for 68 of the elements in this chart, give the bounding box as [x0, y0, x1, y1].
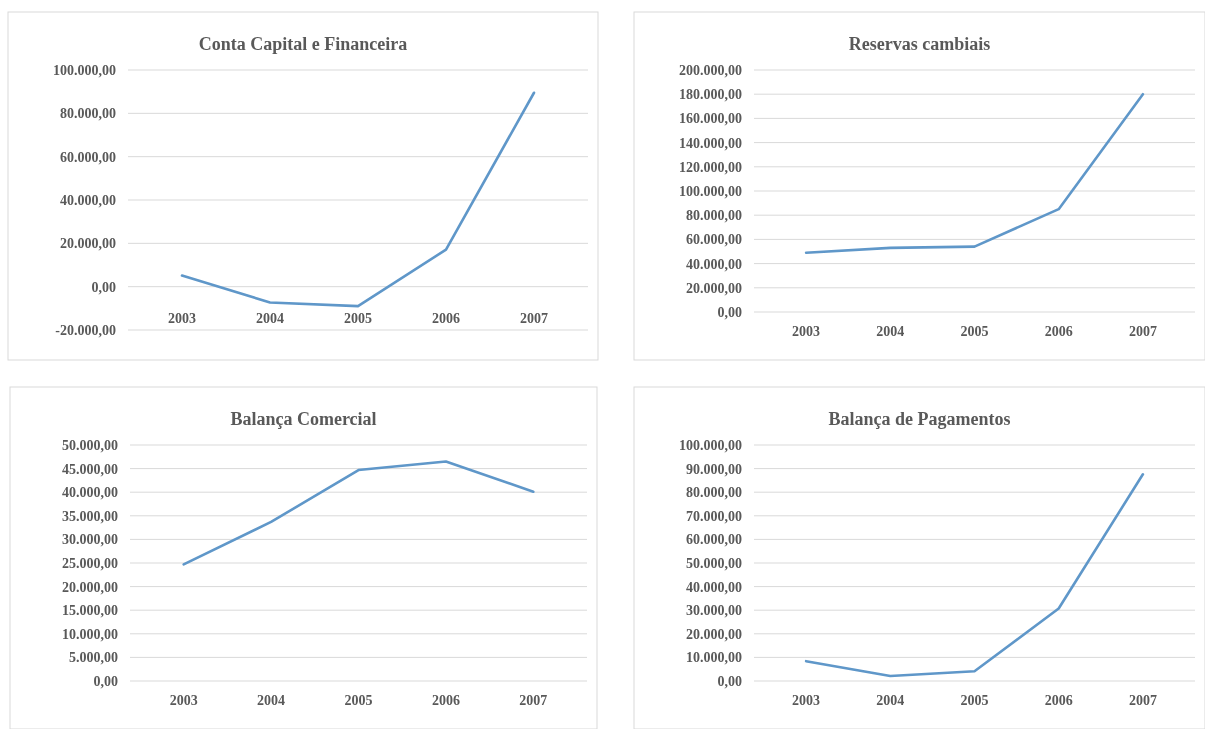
y-tick-label: 140.000,00 — [679, 135, 742, 151]
chart-title: Balança de Pagamentos — [828, 409, 1011, 429]
y-tick-label: 100.000,00 — [679, 183, 742, 199]
y-tick-label: 60.000,00 — [686, 232, 742, 248]
line-series — [180, 91, 536, 308]
chart-title: Conta Capital e Financeira — [198, 34, 408, 54]
y-tick-label: 0,00 — [717, 304, 742, 320]
y-tick-label: 50.000,00 — [686, 555, 742, 571]
x-tick-label: 2005 — [344, 310, 372, 326]
y-tick-label: 40.000,00 — [60, 192, 116, 208]
y-tick-label: 80.000,00 — [60, 106, 116, 122]
line-series — [804, 472, 1145, 678]
x-tick-label: 2003 — [792, 324, 821, 339]
x-tick-label: 2006 — [1044, 324, 1073, 339]
x-tick-label: 2005 — [960, 324, 989, 339]
y-tick-label: 5.000,00 — [69, 650, 118, 666]
y-tick-label: 100.000,00 — [53, 62, 116, 78]
x-tick-label: 2006 — [432, 310, 460, 326]
y-tick-label: 160.000,00 — [679, 111, 742, 127]
y-tick-label: 180.000,00 — [679, 87, 742, 103]
chart-title: Balança Comercial — [230, 409, 377, 429]
line-series — [804, 92, 1145, 255]
y-tick-label: -20.000,00 — [55, 322, 116, 338]
x-tick-label: 2003 — [169, 693, 198, 708]
x-tick-label: 2003 — [168, 310, 196, 326]
x-tick-label: 2005 — [960, 693, 989, 708]
y-tick-label: 0,00 — [91, 279, 116, 295]
x-tick-label: 2007 — [519, 693, 548, 708]
x-tick-label: 2004 — [876, 324, 905, 339]
y-tick-label: 10.000,00 — [686, 650, 742, 666]
chart-title: Reservas cambiais — [848, 34, 991, 54]
y-tick-label: 40.000,00 — [686, 256, 742, 272]
x-tick-label: 2005 — [344, 693, 373, 708]
y-tick-label: 120.000,00 — [679, 159, 742, 175]
x-tick-label: 2003 — [792, 693, 821, 708]
y-tick-label: 45.000,00 — [62, 461, 118, 477]
y-tick-label: 70.000,00 — [686, 508, 742, 524]
x-tick-label: 2007 — [1128, 693, 1157, 708]
y-tick-label: 30.000,00 — [62, 532, 118, 548]
y-tick-label: 0,00 — [93, 673, 118, 689]
y-tick-label: 20.000,00 — [62, 579, 118, 595]
y-tick-label: 40.000,00 — [686, 579, 742, 595]
y-tick-label: 10.000,00 — [62, 626, 118, 642]
y-tick-label: 35.000,00 — [62, 508, 118, 524]
x-tick-label: 2006 — [1044, 693, 1073, 708]
x-tick-label: 2004 — [876, 693, 905, 708]
y-tick-label: 100.000,00 — [679, 437, 742, 453]
y-tick-label: 60.000,00 — [686, 532, 742, 548]
y-tick-label: 15.000,00 — [62, 603, 118, 619]
y-tick-label: 20.000,00 — [686, 280, 742, 296]
x-tick-label: 2007 — [1128, 324, 1157, 339]
y-tick-label: 80.000,00 — [686, 485, 742, 501]
y-tick-label: 20.000,00 — [686, 626, 742, 642]
y-tick-label: 20.000,00 — [60, 236, 116, 252]
y-tick-label: 50.000,00 — [62, 437, 118, 453]
x-tick-label: 2006 — [431, 693, 460, 708]
y-tick-label: 90.000,00 — [686, 461, 742, 477]
y-tick-label: 25.000,00 — [62, 555, 118, 571]
y-tick-label: 200.000,00 — [679, 62, 742, 78]
y-tick-label: 40.000,00 — [62, 485, 118, 501]
line-series — [182, 460, 535, 566]
y-tick-label: 80.000,00 — [686, 208, 742, 224]
x-tick-label: 2004 — [257, 693, 286, 708]
y-tick-label: 0,00 — [717, 673, 742, 689]
x-tick-label: 2007 — [520, 310, 548, 326]
y-tick-label: 30.000,00 — [686, 603, 742, 619]
y-tick-label: 60.000,00 — [60, 149, 116, 165]
x-tick-label: 2004 — [256, 310, 284, 326]
